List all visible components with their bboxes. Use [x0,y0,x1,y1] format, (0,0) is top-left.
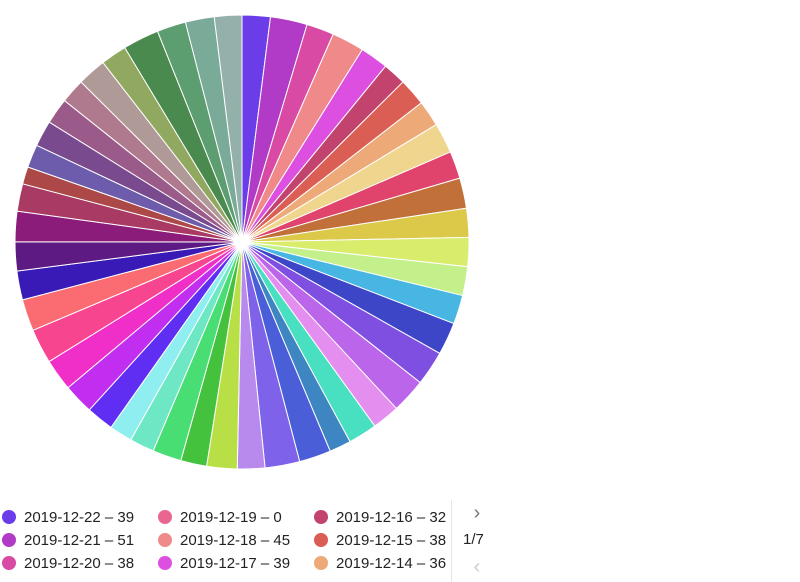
legend-label: 2019-12-19 – 0 [180,508,282,526]
legend-color-dot [2,556,16,570]
legend-divider [451,500,452,582]
legend-label: 2019-12-14 – 36 [336,554,447,572]
legend-label: 2019-12-16 – 32 [336,508,447,526]
legend-color-dot [2,533,16,547]
legend-item[interactable]: 2019-12-20 – 38 [2,553,134,573]
pie-slice-49[interactable] [213,14,243,243]
legend-item[interactable]: 2019-12-18 – 45 [158,530,290,550]
legend-label: 2019-12-18 – 45 [180,531,291,549]
legend: 2019-12-22 – 39 2019-12-21 – 51 2019-12-20… [0,505,452,582]
legend-label: 2019-12-17 – 39 [180,554,291,572]
legend-item[interactable]: 2019-12-21 – 51 [2,530,134,550]
legend-color-dot [2,510,16,524]
legend-label: 2019-12-20 – 38 [24,554,135,572]
legend-color-dot [314,510,328,524]
legend-label: 2019-12-15 – 38 [336,531,447,549]
legend-item[interactable]: 2019-12-22 – 39 [2,507,134,527]
legend-color-dot [314,533,328,547]
chevron-right-icon[interactable]: › [473,502,481,524]
legend-label: 2019-12-22 – 39 [24,508,135,526]
chevron-left-icon[interactable]: ‹ [473,556,481,578]
pie-svg [14,14,470,470]
pie-chart [14,14,470,470]
legend-item[interactable]: 2019-12-15 – 38 [314,530,446,550]
legend-label: 2019-12-21 – 51 [24,531,135,549]
legend-item[interactable]: 2019-12-19 – 0 [158,507,282,527]
legend-color-dot [158,510,172,524]
legend-item[interactable]: 2019-12-16 – 32 [314,507,446,527]
legend-page-indicator: 1/7 [463,531,484,548]
legend-item[interactable]: 2019-12-17 – 39 [158,553,290,573]
legend-color-dot [158,556,172,570]
legend-color-dot [158,533,172,547]
legend-color-dot [314,556,328,570]
legend-item[interactable]: 2019-12-14 – 36 [314,553,446,573]
